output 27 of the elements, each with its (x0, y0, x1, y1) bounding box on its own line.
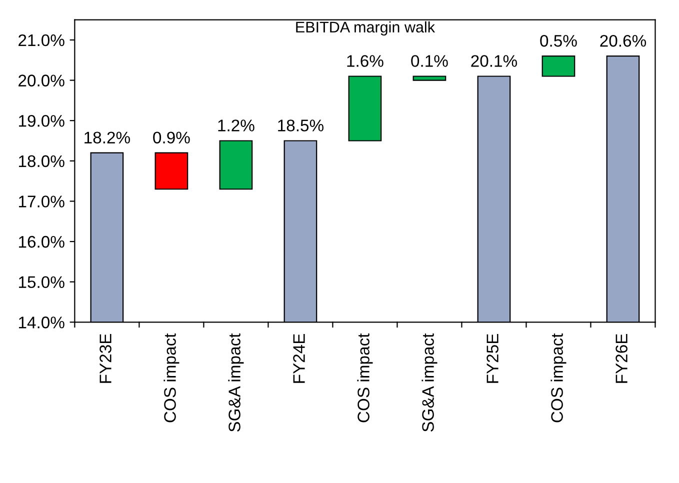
data-label: 1.6% (347, 55, 384, 67)
data-label: 1.2% (218, 120, 254, 132)
data-label: 20.6% (600, 34, 646, 47)
x-tick-label: COS impact (164, 333, 180, 422)
chart-title: EBITDA margin walk (296, 21, 436, 36)
x-tick-label: FY25E (486, 334, 498, 383)
data-label: 0.1% (411, 55, 448, 67)
x-tick-label: FY26E (616, 334, 628, 383)
x-tick-label: COS impact (357, 333, 373, 422)
x-tick-label: FY23E (100, 334, 112, 383)
x-tick-label: SG&A impact (228, 333, 244, 432)
data-label: 18.2% (84, 132, 130, 144)
y-tick-label: 20.0% (18, 74, 64, 86)
x-tick-label: FY24E (293, 334, 305, 383)
x-tick-label: COS impact (550, 333, 566, 422)
y-tick-label: 14.0% (18, 316, 64, 328)
y-tick-label: 21.0% (18, 34, 64, 46)
y-tick-label: 19.0% (18, 114, 64, 127)
y-tick-label: 16.0% (18, 236, 64, 248)
y-tick-label: 17.0% (18, 196, 64, 208)
data-label: 0.5% (540, 34, 577, 47)
y-tick-label: 15.0% (18, 276, 64, 288)
data-label: 0.9% (153, 132, 190, 144)
data-label: 18.5% (278, 120, 324, 132)
y-tick-label: 18.0% (18, 155, 64, 168)
x-tick-label: SG&A impact (422, 333, 438, 432)
data-label: 20.1% (471, 55, 518, 67)
